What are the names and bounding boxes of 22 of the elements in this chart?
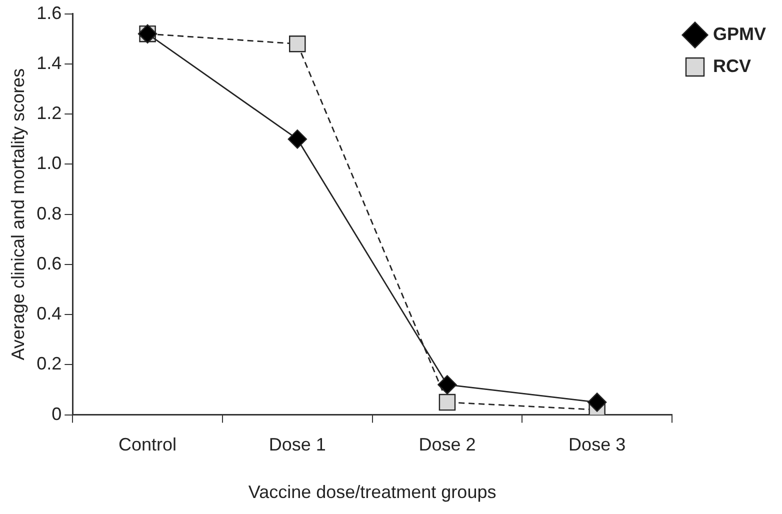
point bbox=[587, 392, 607, 412]
x-tick-label: Dose 2 bbox=[418, 434, 476, 455]
y-tick-label: 0.8 bbox=[36, 203, 62, 224]
y-axis-title: Average clinical and mortality scores bbox=[8, 68, 28, 360]
legend-label: RCV bbox=[712, 56, 752, 76]
point bbox=[289, 35, 306, 52]
y-tick-label: 0 bbox=[52, 404, 62, 424]
x-tick-label: Dose 1 bbox=[268, 434, 326, 455]
x-axis-title: Vaccine dose/treatment groups bbox=[248, 482, 496, 502]
x-tick-label: Control bbox=[118, 434, 177, 455]
point bbox=[288, 130, 307, 149]
y-tick-label: 1.6 bbox=[36, 2, 62, 23]
y-tick-label: 0.4 bbox=[36, 304, 62, 324]
y-tick-label: 0.2 bbox=[36, 354, 62, 374]
y-tick-label: 0.6 bbox=[36, 253, 62, 274]
point bbox=[438, 375, 457, 394]
legend-label: GPMV bbox=[712, 24, 766, 44]
y-tick-label: 1.4 bbox=[36, 52, 62, 73]
point bbox=[438, 394, 456, 411]
y-tick-label: 1.0 bbox=[36, 153, 62, 174]
x-tick-label: Dose 3 bbox=[568, 434, 626, 455]
y-tick-label: 1.2 bbox=[36, 103, 62, 124]
